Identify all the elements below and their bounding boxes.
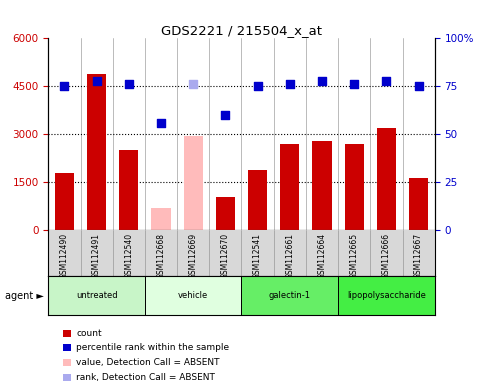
Bar: [242, 276, 338, 315]
Text: count: count: [76, 329, 102, 338]
Title: GDS2221 / 215504_x_at: GDS2221 / 215504_x_at: [161, 24, 322, 37]
Text: value, Detection Call = ABSENT: value, Detection Call = ABSENT: [76, 358, 220, 367]
Point: [254, 83, 261, 89]
Text: percentile rank within the sample: percentile rank within the sample: [76, 343, 229, 353]
Text: rank, Detection Call = ABSENT: rank, Detection Call = ABSENT: [76, 372, 215, 382]
Text: vehicle: vehicle: [178, 291, 208, 300]
Bar: [280, 144, 299, 230]
Point: [189, 81, 197, 88]
Text: GSM112666: GSM112666: [382, 233, 391, 279]
Text: GSM112661: GSM112661: [285, 233, 294, 279]
Bar: [338, 276, 435, 315]
Point: [125, 81, 133, 88]
Text: lipopolysaccharide: lipopolysaccharide: [347, 291, 426, 300]
Bar: [145, 276, 242, 315]
Point: [350, 81, 358, 88]
Bar: [344, 144, 364, 230]
Bar: [55, 173, 74, 230]
Point: [222, 112, 229, 118]
Bar: [151, 208, 170, 230]
Text: GSM112670: GSM112670: [221, 233, 230, 279]
Bar: [409, 177, 428, 230]
Point: [60, 83, 68, 89]
Point: [286, 81, 294, 88]
Point: [415, 83, 423, 89]
Bar: [377, 128, 396, 230]
Text: GSM112490: GSM112490: [60, 233, 69, 279]
Point: [157, 120, 165, 126]
Point: [93, 78, 100, 84]
Bar: [313, 141, 332, 230]
Text: GSM112541: GSM112541: [253, 233, 262, 279]
Bar: [184, 136, 203, 230]
Point: [383, 78, 390, 84]
Text: GSM112669: GSM112669: [189, 233, 198, 279]
Bar: [48, 276, 145, 315]
Text: agent ►: agent ►: [5, 291, 43, 301]
Text: GSM112668: GSM112668: [156, 233, 166, 279]
Text: GSM112665: GSM112665: [350, 233, 359, 279]
Text: GSM112664: GSM112664: [317, 233, 327, 279]
Bar: [248, 170, 267, 230]
Text: galectin-1: galectin-1: [269, 291, 311, 300]
Text: GSM112667: GSM112667: [414, 233, 423, 279]
Text: untreated: untreated: [76, 291, 117, 300]
Bar: [87, 74, 106, 230]
Point: [318, 78, 326, 84]
Text: GSM112491: GSM112491: [92, 233, 101, 279]
Text: GSM112540: GSM112540: [124, 233, 133, 279]
Bar: [119, 151, 139, 230]
Bar: [216, 197, 235, 230]
